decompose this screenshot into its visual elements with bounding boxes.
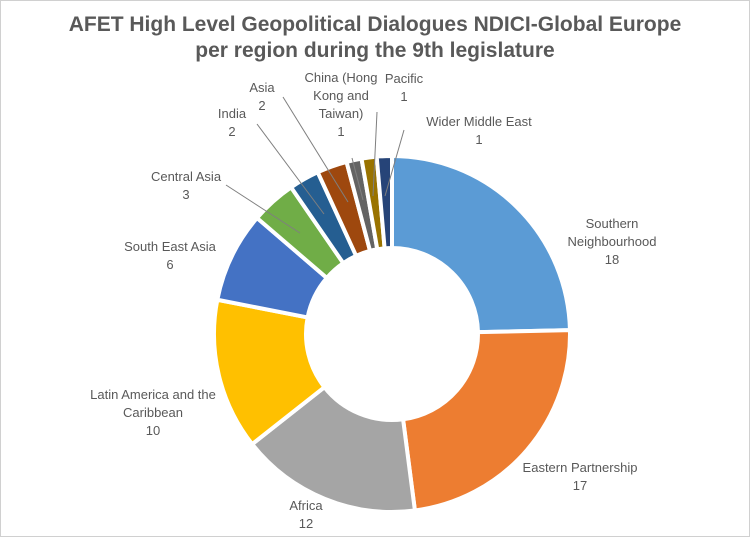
slice-name-0: Southern (586, 216, 639, 231)
slice-name-8: China (Hong (305, 70, 378, 85)
slice-label-1: Eastern Partnership 17 (523, 460, 638, 493)
slice-label-7: Asia 2 (249, 80, 275, 113)
leader-line-5 (225, 184, 301, 234)
slice-label-2: Africa 12 (289, 498, 323, 531)
leader-lines (225, 96, 405, 234)
slice-10 (374, 153, 394, 251)
slice-label-3: Latin America and the Caribbean 10 (90, 387, 216, 438)
slice-name-4: South East Asia (124, 239, 217, 254)
slice-name-1: Eastern Partnership (523, 460, 638, 475)
leader-line-8 (351, 157, 364, 201)
slice-value-2: 12 (299, 516, 313, 531)
slice-name-7: Asia (249, 80, 275, 95)
slice-name-10: Wider Middle East (426, 114, 532, 129)
slice-name-0: Neighbourhood (568, 234, 657, 249)
slice-label-9: Pacific 1 (385, 71, 424, 104)
slice-value-0: 18 (605, 252, 619, 267)
slice-label-5: Central Asia 3 (151, 169, 222, 202)
slice-value-9: 1 (400, 89, 407, 104)
slice-1 (400, 328, 572, 513)
slice-value-6: 2 (228, 124, 235, 139)
slice-value-1: 17 (573, 478, 587, 493)
slice-label-0: Southern Neighbourhood 18 (568, 216, 657, 267)
slice-2 (249, 384, 418, 514)
slice-name-3: Caribbean (123, 405, 183, 420)
slice-name-8: Taiwan) (319, 106, 364, 121)
slice-value-8: 1 (337, 124, 344, 139)
leader-line-10 (384, 129, 405, 197)
slice-name-5: Central Asia (151, 169, 222, 184)
chart-title: AFET High Level Geopolitical Dialogues N… (0, 12, 750, 64)
slice-label-4: South East Asia 6 (124, 239, 217, 272)
slice-name-8: Kong and (313, 88, 369, 103)
slice-name-3: Latin America and the (90, 387, 216, 402)
slice-name-2: Africa (289, 498, 323, 513)
slice-value-7: 2 (258, 98, 265, 113)
slice-name-9: Pacific (385, 71, 424, 86)
slice-0 (390, 153, 573, 335)
slice-label-10: Wider Middle East 1 (426, 114, 532, 147)
slice-value-10: 1 (475, 132, 482, 147)
slice-name-6: India (218, 106, 247, 121)
slice-value-4: 6 (166, 257, 173, 272)
donut-slices (212, 153, 573, 514)
chart-title-line-2: per region during the 9th legislature (195, 39, 555, 62)
slice-labels: Southern Neighbourhood 18 Eastern Partnersh… (90, 70, 656, 531)
leader-line-7 (282, 96, 349, 203)
slice-label-8: China (Hong Kong and Taiwan) 1 (305, 70, 378, 139)
leader-line-6 (256, 123, 325, 215)
slice-value-5: 3 (182, 187, 189, 202)
leader-line-9 (372, 111, 378, 197)
slice-value-3: 10 (146, 423, 160, 438)
slice-label-6: India 2 (218, 106, 247, 139)
chart-title-line-1: AFET High Level Geopolitical Dialogues N… (68, 13, 682, 36)
